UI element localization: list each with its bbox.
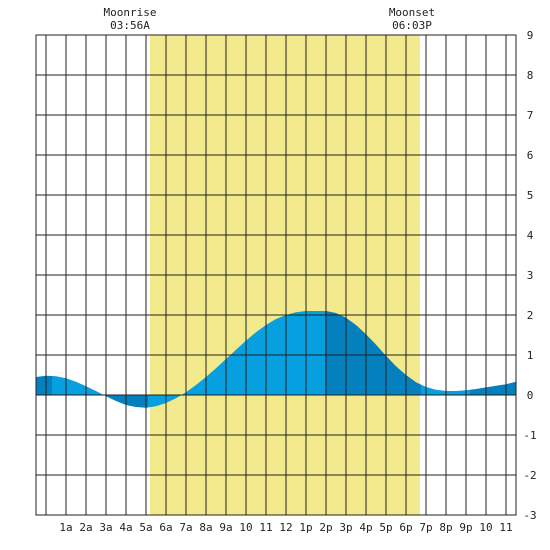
x-tick-label: 3a xyxy=(99,521,112,534)
tide-area-segment xyxy=(421,384,470,395)
x-tick-label: 9a xyxy=(219,521,232,534)
y-tick-label: 8 xyxy=(527,69,534,82)
x-tick-label: 11 xyxy=(259,521,272,534)
x-tick-label: 8a xyxy=(199,521,212,534)
moonset-label: Moonset xyxy=(389,6,435,19)
x-tick-label: 8p xyxy=(439,521,452,534)
y-tick-label: 2 xyxy=(527,309,534,322)
y-tick-label: 1 xyxy=(527,349,534,362)
y-tick-label: 3 xyxy=(527,269,534,282)
x-tick-label: 6p xyxy=(399,521,412,534)
tide-area-segment xyxy=(325,311,421,395)
y-tick-label: 6 xyxy=(527,149,534,162)
tide-area-segment xyxy=(52,376,104,396)
x-tick-label: 7a xyxy=(179,521,192,534)
x-tick-label: 4a xyxy=(119,521,132,534)
x-tick-label: 2a xyxy=(79,521,92,534)
moonrise-time: 03:56A xyxy=(110,19,150,32)
tide-area-segment xyxy=(36,375,52,395)
x-tick-label: 1a xyxy=(59,521,72,534)
x-tick-label: 12 xyxy=(279,521,292,534)
x-tick-label: 5a xyxy=(139,521,152,534)
y-tick-label: -2 xyxy=(523,469,536,482)
y-tick-label: -1 xyxy=(523,429,536,442)
x-tick-label: 1p xyxy=(299,521,312,534)
tide-area-segment xyxy=(148,311,325,408)
x-tick-label: 2p xyxy=(319,521,332,534)
x-tick-label: 10 xyxy=(479,521,492,534)
x-tick-label: 10 xyxy=(239,521,252,534)
y-tick-label: -3 xyxy=(523,509,536,522)
plot-border xyxy=(35,34,517,516)
y-tick-label: 7 xyxy=(527,109,534,122)
x-tick-label: 5p xyxy=(379,521,392,534)
tide-area-segment xyxy=(470,381,516,395)
y-tick-label: 9 xyxy=(527,29,534,42)
moonset-time: 06:03P xyxy=(392,19,432,32)
x-tick-label: 9p xyxy=(459,521,472,534)
y-tick-label: 4 xyxy=(527,229,534,242)
x-tick-label: 4p xyxy=(359,521,372,534)
x-tick-label: 7p xyxy=(419,521,432,534)
x-tick-label: 6a xyxy=(159,521,172,534)
x-tick-label: 3p xyxy=(339,521,352,534)
y-tick-label: 0 xyxy=(527,389,534,402)
moonrise-label: Moonrise xyxy=(104,6,157,19)
x-tick-label: 11 xyxy=(499,521,512,534)
y-tick-label: 5 xyxy=(527,189,534,202)
